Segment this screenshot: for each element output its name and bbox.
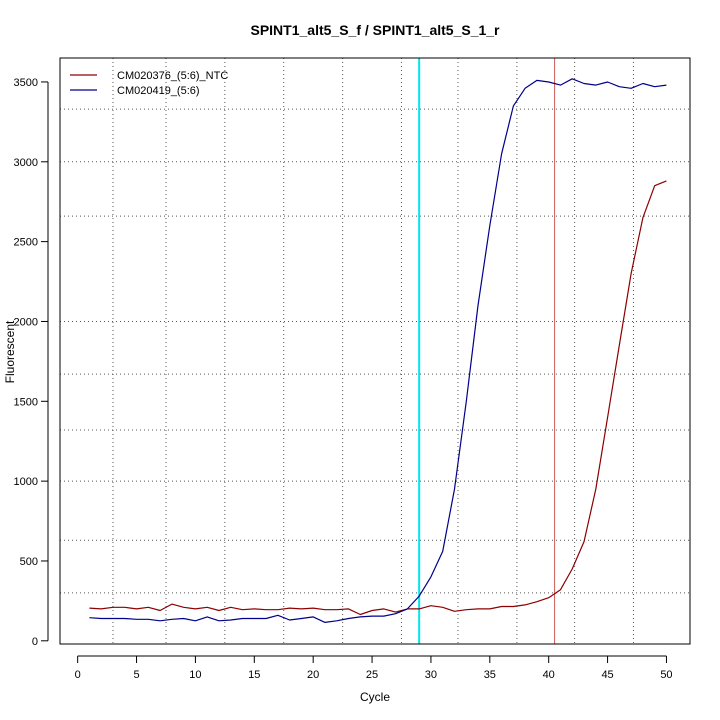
x-tick-label: 15 xyxy=(248,669,260,681)
x-tick-label: 35 xyxy=(484,669,496,681)
series-line-1 xyxy=(89,180,667,616)
x-tick-label: 50 xyxy=(660,669,672,681)
y-tick-label: 500 xyxy=(20,556,38,568)
grid-lines xyxy=(60,58,690,644)
x-axis-label: Cycle xyxy=(360,690,390,704)
plot-frame xyxy=(59,57,691,645)
x-tick-label: 30 xyxy=(425,669,437,681)
x-tick-label: 5 xyxy=(133,669,139,681)
y-tick-label: 1000 xyxy=(14,476,38,488)
threshold-markers xyxy=(418,58,556,644)
x-tick-label: 20 xyxy=(307,669,319,681)
x-tick-label: 40 xyxy=(543,669,555,681)
y-tick-label: 2500 xyxy=(14,237,38,249)
y-axis-label: Fluorescent xyxy=(3,320,17,383)
legend: CM020376_(5:6)_NTC CM020419_(5:6) xyxy=(70,70,228,97)
y-tick-label: 1500 xyxy=(14,396,38,408)
x-tick-label: 0 xyxy=(75,669,81,681)
y-tick-label: 2000 xyxy=(14,316,38,328)
y-tick-label: 3000 xyxy=(14,157,38,169)
x-tick-label: 25 xyxy=(366,669,378,681)
series-lines xyxy=(89,78,667,624)
legend-label: CM020376_(5:6)_NTC xyxy=(117,70,228,82)
x-tick-label: 10 xyxy=(189,669,201,681)
chart-title: SPINT1_alt5_S_f / SPINT1_alt5_S_1_r xyxy=(250,22,500,38)
series-line-2 xyxy=(89,78,667,624)
x-tick-label: 45 xyxy=(601,669,613,681)
legend-label: CM020419_(5:6) xyxy=(117,85,200,97)
axes: 0 5 10 15 20 25 30 35 40 45 5005001000150020002500… xyxy=(14,77,673,681)
y-tick-label: 3500 xyxy=(14,77,38,89)
y-tick-label: 0 xyxy=(32,636,38,648)
